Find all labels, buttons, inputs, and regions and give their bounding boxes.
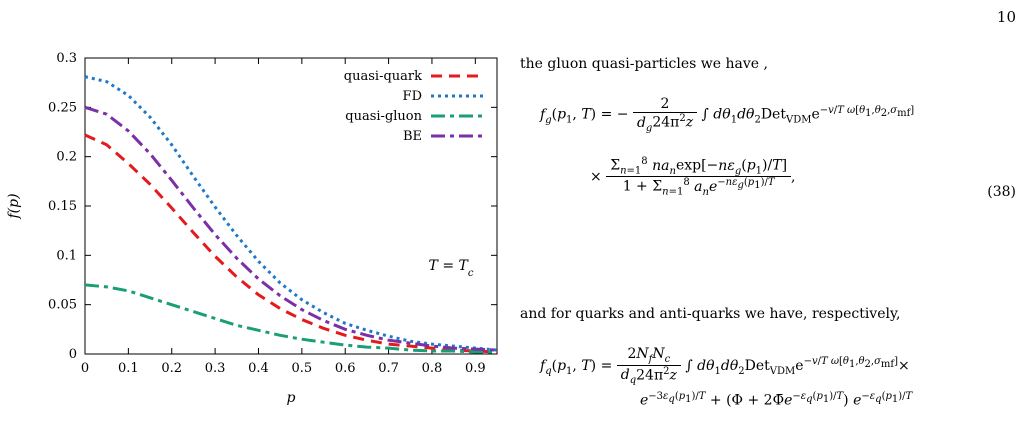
legend-label-FD: FD (403, 89, 422, 104)
y-tick-label: 0.05 (48, 298, 77, 313)
distribution-chart: 0 0.1 0.2 0.3 0.4 0.5 0.6 0.7 0.8 0.9 0 0.05 0.1 0.15… (6, 51, 498, 406)
series-line-quasi-quark (84, 133, 498, 354)
legend-label-quasi-quark: quasi-quark (344, 69, 422, 84)
legend-label-quasi-gluon: quasi-gluon (345, 109, 422, 124)
paragraph-gluon: the gluon quasi-particles we have , (520, 56, 768, 72)
y-tick-label: 0.1 (56, 248, 77, 263)
paragraph-quarks: and for quarks and anti-quarks we have, … (520, 306, 901, 322)
equation-quark-line2: e−3εq(p1)/T + (Φ + 2Φ̄e−εq(p1)/T) e−εq(p… (640, 391, 913, 409)
plot-area: 0 0.1 0.2 0.3 0.4 0.5 0.6 0.7 0.8 0.9 0 0.05 0.1 0.15… (6, 51, 498, 406)
y-tick-label: 0.3 (56, 51, 77, 66)
series-line-quasi-gluon (84, 283, 497, 354)
page-number: 10 (996, 8, 1016, 26)
equation-quark: fq(p1, T) = 2NfNc dq24π2z ∫ dθ1dθ2DetVDMe… (540, 346, 910, 387)
y-tick-label: 0.2 (56, 150, 77, 165)
series-line-BE (84, 105, 498, 352)
x-tick-label: 0.2 (161, 361, 182, 376)
equation-38-fraction: × Σn=18 nanexp[−nεg(p1)/T] 1 + Σn=18 ane… (590, 156, 796, 198)
y-tick-label: 0.25 (48, 100, 77, 115)
legend-label-BE: BE (403, 129, 422, 144)
x-tick-label: 0.6 (335, 361, 356, 376)
annotation-temperature: T = Tc (429, 258, 474, 279)
x-tick-label: 0.9 (465, 361, 486, 376)
x-tick-label: 0.1 (118, 361, 139, 376)
x-tick-label: 0.8 (422, 361, 443, 376)
equation-number: (38) (987, 184, 1016, 200)
plot-frame (84, 57, 498, 355)
x-tick-label: 0.3 (205, 361, 226, 376)
y-tick-label: 0.15 (48, 199, 77, 214)
x-tick-label: 0.7 (378, 361, 399, 376)
x-tick-label: 0.4 (248, 361, 269, 376)
y-axis-label: f(p) (6, 193, 22, 219)
x-axis-label: p (287, 390, 296, 406)
y-tick-label: 0 (69, 347, 77, 362)
x-tick-label: 0 (81, 361, 89, 376)
series-line-FD (84, 75, 498, 352)
x-tick-label: 0.5 (291, 361, 312, 376)
equation-38: fg(p1, T) = − 2 dg24π2z ∫ dθ1dθ2DetVDMe−v… (540, 96, 915, 134)
